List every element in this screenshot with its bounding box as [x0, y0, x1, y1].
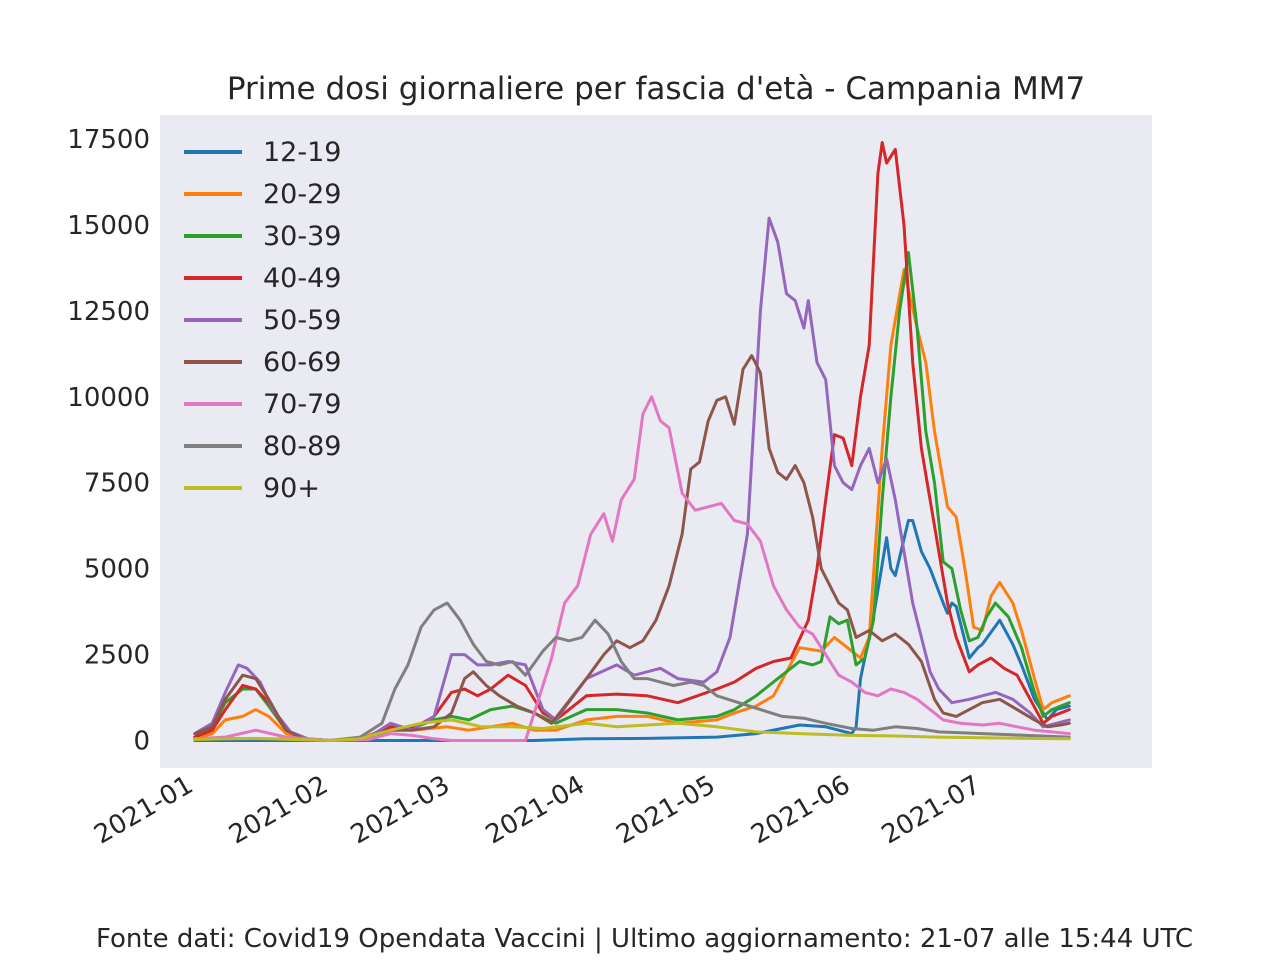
legend-label-40-49: 40-49	[263, 263, 341, 294]
legend-label-12-19: 12-19	[263, 137, 341, 168]
y-tick-label: 12500	[67, 297, 150, 327]
x-tick-label: 2021-01	[89, 770, 198, 850]
legend-label-30-39: 30-39	[263, 221, 341, 252]
series-line-40-49	[193, 141, 1071, 742]
chart-title: Prime dosi giornaliere per fascia d'età …	[227, 71, 1085, 107]
series-layer	[193, 141, 1071, 742]
legend-label-70-79: 70-79	[263, 389, 341, 420]
x-tick-label: 2021-06	[746, 770, 855, 850]
legend-label-60-69: 60-69	[263, 347, 341, 378]
legend-label-20-29: 20-29	[263, 179, 341, 210]
data-source-footer: Fonte dati: Covid19 Opendata Vaccini | U…	[96, 924, 1194, 954]
y-tick-label: 2500	[84, 641, 150, 671]
series-line-60-69	[193, 354, 1071, 742]
series-line-12-19	[193, 519, 1071, 742]
y-tick-label: 7500	[84, 469, 150, 499]
legend: 12-19 20-29 30-39 40-49 50-59 60-69 70-79 80-89…	[184, 137, 341, 504]
series-line-90+	[193, 718, 1071, 742]
y-tick-label: 0	[133, 727, 150, 757]
y-axis: 0 2500 5000 7500 10000 12500 15000 17500	[67, 125, 150, 756]
y-tick-label: 10000	[67, 383, 150, 413]
y-tick-label: 5000	[84, 555, 150, 585]
x-tick-label: 2021-02	[224, 770, 333, 850]
y-tick-label: 17500	[67, 125, 150, 155]
x-tick-label: 2021-03	[346, 770, 455, 850]
legend-label-50-59: 50-59	[263, 305, 341, 336]
series-line-80-89	[193, 601, 1071, 742]
y-tick-label: 15000	[67, 211, 150, 241]
x-tick-label: 2021-04	[481, 770, 590, 850]
x-axis: 2021-01 2021-02 2021-03 2021-04 2021-05 2021-…	[89, 770, 986, 850]
legend-label-90+: 90+	[263, 473, 320, 504]
x-tick-label: 2021-05	[611, 770, 720, 850]
x-tick-label: 2021-07	[877, 770, 986, 850]
series-line-70-79	[193, 395, 1071, 742]
legend-label-80-89: 80-89	[263, 431, 341, 462]
